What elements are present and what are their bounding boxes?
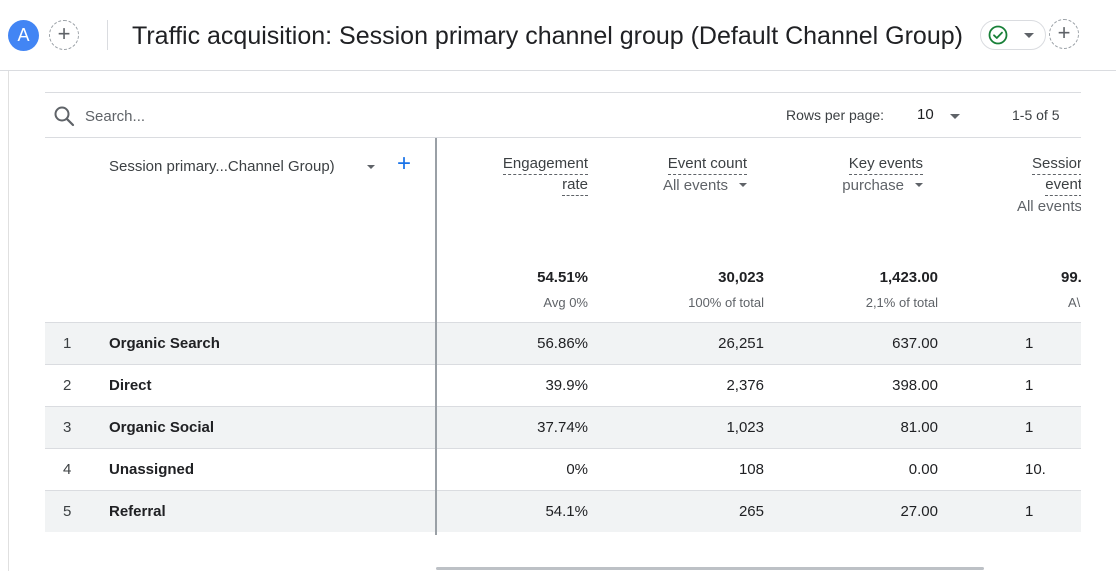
row-rank: 4 [63, 461, 72, 478]
row-rank: 5 [63, 503, 72, 520]
row-channel: Organic Search [109, 335, 220, 352]
row-engagement-rate: 56.86% [537, 335, 588, 352]
data-table: Session primary...Channel Group) + Engag… [45, 138, 1081, 535]
key-event-filter-select[interactable]: purchase [842, 175, 923, 197]
row-channel: Direct [109, 377, 152, 394]
row-sessions-partial: 1 [1025, 419, 1034, 436]
column-name: Engagement [502, 154, 588, 175]
row-rank: 2 [63, 377, 72, 394]
page-title: Traffic acquisition: Session primary cha… [132, 22, 963, 50]
row-key-events: 27.00 [900, 503, 938, 520]
column-name: Event count [667, 154, 747, 175]
report-status-dropdown[interactable] [980, 20, 1046, 50]
row-sessions-partial: 1 [1025, 377, 1034, 394]
row-key-events: 0.00 [908, 461, 938, 478]
table-row[interactable]: 5 Referral 54.1% 265 27.00 1 [45, 490, 1081, 532]
add-dimension-button[interactable]: + [396, 150, 411, 177]
event-filter-select[interactable]: All events [663, 175, 747, 197]
total-event-count: 30,023 [718, 269, 764, 286]
rows-per-page-select[interactable]: 10 [917, 103, 967, 129]
add-comparison-icon[interactable]: + [49, 20, 79, 50]
total-key-events-sub: 2,1% of total [865, 295, 938, 310]
row-channel: Unassigned [109, 461, 195, 478]
row-engagement-rate: 54.1% [545, 503, 588, 520]
rows-per-page-value: 10 [917, 106, 934, 123]
total-key-events: 1,423.00 [879, 269, 938, 286]
total-sessions-partial: 99. [1061, 269, 1081, 286]
column-header-engagement-rate[interactable]: Engagement rate [502, 154, 588, 196]
row-key-events: 398.00 [892, 377, 938, 394]
session-event-filter[interactable]: All events [1016, 198, 1081, 215]
row-rank: 1 [63, 335, 72, 352]
top-bar: A + Traffic acquisition: Session primary… [0, 0, 1116, 71]
row-key-events: 81.00 [900, 419, 938, 436]
row-sessions-partial: 1 [1025, 503, 1034, 520]
search-icon [54, 106, 75, 127]
column-header-event-count[interactable]: Event count All events [663, 154, 747, 197]
check-circle-icon [988, 25, 1008, 45]
chevron-down-icon [915, 183, 923, 187]
row-event-count: 1,023 [726, 419, 764, 436]
avatar[interactable]: A [8, 20, 39, 51]
chevron-down-icon [1024, 33, 1034, 38]
chevron-down-icon [950, 114, 960, 119]
row-channel: Referral [109, 503, 166, 520]
row-event-count: 2,376 [726, 377, 764, 394]
dimension-header[interactable]: Session primary...Channel Group) [109, 158, 335, 175]
row-event-count: 108 [738, 461, 764, 478]
column-header-key-events[interactable]: Key events purchase [842, 154, 923, 197]
row-key-events: 637.00 [892, 335, 938, 352]
event-filter-value: All events [662, 177, 728, 194]
pagination-range: 1-5 of 5 [1012, 107, 1060, 123]
chevron-down-icon [739, 183, 747, 187]
column-name-line2: rate [562, 175, 588, 196]
table-row[interactable]: 2 Direct 39.9% 2,376 398.00 1 [45, 364, 1081, 406]
add-card-icon[interactable]: + [1049, 19, 1079, 49]
row-sessions-partial: 1 [1025, 335, 1034, 352]
total-engagement-rate: 54.51% [537, 269, 588, 286]
column-name: Key events [848, 154, 923, 175]
search-input[interactable] [85, 103, 385, 129]
table-row[interactable]: 4 Unassigned 0% 108 0.00 10. [45, 448, 1081, 490]
header-divider [107, 20, 108, 50]
key-event-filter-value: purchase [842, 177, 904, 194]
report-table-card: Rows per page: 10 1-5 of 5 Session prima… [8, 71, 1116, 571]
row-channel: Organic Social [109, 419, 215, 436]
horizontal-scrollbar[interactable] [436, 567, 984, 570]
row-event-count: 26,251 [718, 335, 764, 352]
table-row[interactable]: 3 Organic Social 37.74% 1,023 81.00 1 [45, 406, 1081, 448]
column-name: Sessior [1031, 154, 1081, 175]
row-engagement-rate: 37.74% [537, 419, 588, 436]
total-event-count-sub: 100% of total [688, 295, 764, 310]
table-toolbar: Rows per page: 10 1-5 of 5 [45, 92, 1081, 138]
total-sessions-partial-sub: A\ [1068, 295, 1081, 310]
column-header-sessions-partial[interactable]: Sessior event All events [1017, 154, 1081, 218]
row-sessions-partial: 10. [1025, 461, 1046, 478]
row-engagement-rate: 0% [566, 461, 588, 478]
row-event-count: 265 [738, 503, 764, 520]
total-engagement-rate-sub: Avg 0% [543, 295, 588, 310]
row-engagement-rate: 39.9% [545, 377, 588, 394]
rows-per-page-label: Rows per page: [786, 107, 885, 123]
table-row[interactable]: 1 Organic Search 56.86% 26,251 637.00 1 [45, 322, 1081, 364]
row-rank: 3 [63, 419, 72, 436]
column-name-line2: event [1045, 175, 1081, 196]
dimension-dropdown-icon[interactable] [367, 165, 375, 169]
frozen-column-divider [435, 138, 437, 535]
